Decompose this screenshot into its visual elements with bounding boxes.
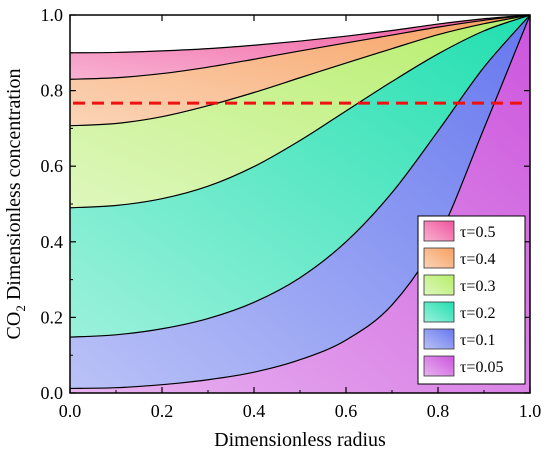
y-tick-label: 0.8 (41, 81, 64, 101)
x-tick-label: 0.8 (427, 401, 450, 421)
legend-label-2: τ=0.3 (460, 278, 495, 295)
tick-layer: 0.0 0.2 0.4 0.6 0.8 1.0 0.0 0.2 0.4 0.6 0.8 1.0 (41, 5, 542, 421)
x-tick-label: 0.0 (59, 401, 82, 421)
area-band-4 (70, 15, 530, 389)
legend-swatch-5 (423, 355, 455, 377)
x-tick-label: 1.0 (519, 401, 542, 421)
area-band-0 (70, 15, 530, 80)
legend-swatch-2 (423, 274, 455, 296)
legend-label-0: τ=0.5 (460, 224, 495, 241)
area-band-3 (70, 15, 530, 338)
legend-swatch-4 (423, 328, 455, 350)
series-line-0 (69, 14, 531, 54)
legend: τ=0.5 τ=0.4 τ=0.3 τ=0.2 τ=0.1 τ=0.05 (417, 215, 526, 385)
y-tick-label: 1.0 (41, 5, 64, 25)
y-axis-title-main: Dimensionless concentration (3, 69, 25, 301)
y-axis-title: CO2 Dimensionless concentration (3, 69, 28, 340)
y-axis-title-prefix: CO (3, 312, 25, 340)
series-line-4 (69, 14, 531, 338)
area-layer (70, 15, 530, 393)
legend-swatch-3 (423, 301, 455, 323)
x-tick-label: 0.4 (243, 401, 266, 421)
y-tick-label: 0.0 (41, 383, 64, 403)
y-tick-label: 0.6 (41, 156, 64, 176)
x-tick-label: 0.2 (151, 401, 174, 421)
area-band-1 (70, 15, 530, 126)
series-line-2 (69, 14, 531, 127)
legend-label-1: τ=0.4 (460, 251, 495, 268)
legend-label-4: τ=0.1 (460, 332, 495, 349)
area-band-5 (70, 15, 530, 393)
series-line-1 (69, 14, 531, 80)
series-line-5 (69, 14, 531, 390)
line-layer (69, 14, 531, 390)
y-tick-label: 0.4 (41, 232, 64, 252)
legend-label-5: τ=0.05 (460, 359, 503, 376)
series-line-3 (69, 14, 531, 209)
y-axis-title-subscript: 2 (13, 305, 28, 312)
legend-label-3: τ=0.2 (460, 305, 495, 322)
y-tick-label: 0.2 (41, 307, 64, 327)
legend-swatch-0 (423, 220, 455, 242)
x-axis-title: Dimensionless radius (214, 429, 386, 451)
legend-swatch-1 (423, 247, 455, 269)
x-tick-label: 0.6 (335, 401, 358, 421)
area-band-2 (70, 15, 530, 208)
